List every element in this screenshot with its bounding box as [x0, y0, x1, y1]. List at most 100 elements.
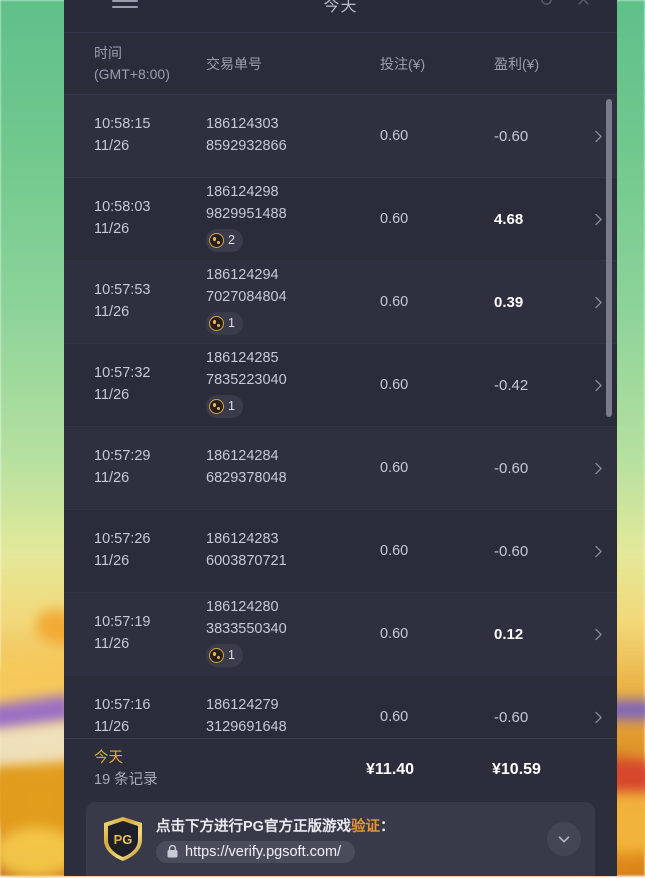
row-time: 10:57:26 [94, 529, 206, 551]
row-date: 11/26 [94, 385, 206, 407]
column-header-bet: 投注(¥) [366, 54, 470, 74]
pg-shield-logo: PG [102, 816, 144, 862]
row-order-line2: 3833550340 [206, 619, 366, 641]
cell-profit-amount: -0.60 [470, 543, 579, 560]
summary-total-profit: ¥10.59 [470, 761, 617, 779]
free-spin-badge: 2 [206, 229, 243, 252]
row-time: 10:57:29 [94, 446, 206, 468]
cell-bet-amount: 0.60 [366, 543, 470, 559]
row-time: 10:58:15 [94, 114, 206, 136]
history-panel: 今天 时间 (GMT+8:00) 交易单号 投注(¥) 盈利(¥) 10:58:… [64, 0, 617, 876]
cell-bet-amount: 0.60 [366, 709, 470, 725]
cell-bet-amount: 0.60 [366, 211, 470, 227]
row-order-line2: 8592932866 [206, 136, 366, 158]
free-spin-count: 1 [228, 314, 235, 333]
cell-profit-amount: -0.60 [470, 460, 579, 477]
row-time: 10:57:53 [94, 280, 206, 302]
column-header-time-label: 时间 [94, 43, 206, 63]
verify-text-block: 点击下方进行PG官方正版游戏验证： https://verify.pgsoft.… [156, 815, 537, 864]
free-spin-count: 1 [228, 646, 235, 665]
row-order-line1: 186124285 [206, 348, 366, 370]
row-date: 11/26 [94, 717, 206, 738]
panel-title: 今天 [64, 0, 617, 16]
row-time: 10:57:19 [94, 612, 206, 634]
cell-bet-amount: 0.60 [366, 377, 470, 393]
verify-message-before: 点击下方进行PG官方正版游戏 [156, 819, 351, 835]
row-order-line2: 7835223040 [206, 370, 366, 392]
verify-message-highlight: 验证 [351, 819, 380, 835]
verify-url-text: https://verify.pgsoft.com/ [185, 844, 341, 860]
row-time: 10:58:03 [94, 197, 206, 219]
cell-bet-amount: 0.60 [366, 128, 470, 144]
summary-record-count: 19 条记录 [94, 770, 366, 791]
verify-url-chip[interactable]: https://verify.pgsoft.com/ [156, 841, 355, 863]
scrollbar-track[interactable] [606, 95, 612, 738]
chevron-down-icon[interactable] [547, 822, 581, 856]
free-spin-icon [209, 399, 224, 414]
row-order-line1: 186124298 [206, 182, 366, 204]
row-order-line2: 3129691648 [206, 717, 366, 738]
free-spin-icon [209, 233, 224, 248]
cell-bet-amount: 0.60 [366, 460, 470, 476]
cell-profit-amount: 0.39 [470, 294, 579, 311]
row-date: 11/26 [94, 468, 206, 490]
refresh-icon[interactable] [539, 0, 554, 7]
lock-icon [167, 845, 178, 858]
free-spin-badge: 1 [206, 395, 243, 418]
free-spin-badge: 1 [206, 312, 243, 335]
column-header-time: 时间 (GMT+8:00) [64, 43, 206, 84]
row-order-line2: 9829951488 [206, 204, 366, 226]
row-time: 10:57:16 [94, 695, 206, 717]
row-order-line1: 186124284 [206, 446, 366, 468]
row-order-line1: 186124294 [206, 265, 366, 287]
topbar-icon-group [539, 0, 591, 7]
scrollbar-thumb[interactable] [606, 99, 612, 417]
row-order-line1: 186124303 [206, 114, 366, 136]
column-header-order: 交易单号 [206, 54, 366, 74]
table-column-header: 时间 (GMT+8:00) 交易单号 投注(¥) 盈利(¥) [64, 33, 617, 95]
free-spin-icon [209, 316, 224, 331]
row-date: 11/26 [94, 219, 206, 241]
close-icon[interactable] [576, 0, 591, 7]
column-header-profit: 盈利(¥) [470, 54, 603, 74]
summary-period: 今天 [94, 748, 366, 769]
column-header-timezone: (GMT+8:00) [94, 64, 206, 84]
row-order-line1: 186124280 [206, 597, 366, 619]
verify-banner: PG 点击下方进行PG官方正版游戏验证： https://verify.pgso… [86, 802, 595, 876]
cell-bet-amount: 0.60 [366, 626, 470, 642]
cell-profit-amount: -0.60 [470, 709, 579, 726]
row-order-line2: 7027084804 [206, 287, 366, 309]
svg-text:PG: PG [114, 832, 133, 847]
row-time: 10:57:32 [94, 363, 206, 385]
row-date: 11/26 [94, 634, 206, 656]
panel-topbar: 今天 [64, 0, 617, 33]
cell-profit-amount: -0.42 [470, 377, 579, 394]
free-spin-count: 2 [228, 231, 235, 250]
free-spin-badge: 1 [206, 644, 243, 667]
verify-message-after: ： [380, 819, 395, 835]
